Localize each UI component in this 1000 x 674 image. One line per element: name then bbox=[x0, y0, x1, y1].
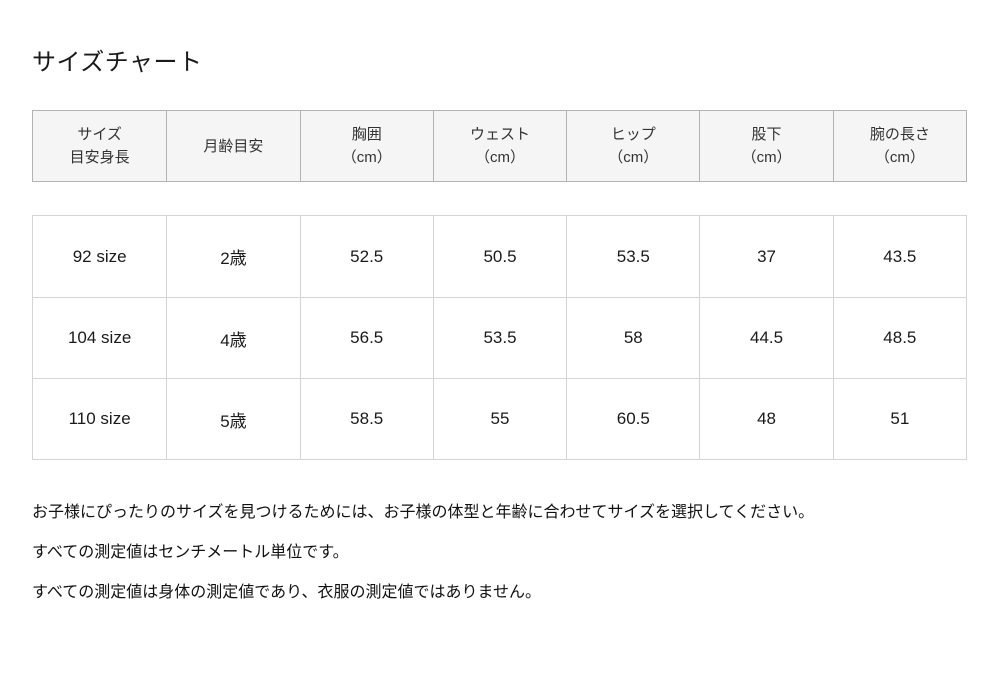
table-cell: 48 bbox=[699, 378, 833, 459]
header-line: （cm） bbox=[608, 149, 659, 166]
table-cell: 2歳 bbox=[166, 216, 299, 297]
size-table-header: サイズ 目安身長 月齢目安 胸囲 （cm） ウェスト （cm） ヒップ （cm）… bbox=[32, 110, 967, 182]
note-line: すべての測定値は身体の測定値であり、衣服の測定値ではありません。 bbox=[32, 584, 541, 601]
size-notes: お子様にぴったりのサイズを見つけるためには、お子様の体型と年齢に合わせてサイズを… bbox=[32, 500, 962, 620]
table-cell: 4歳 bbox=[166, 297, 300, 378]
header-line: （cm） bbox=[874, 149, 925, 166]
table-cell: 5歳 bbox=[166, 378, 300, 459]
table-cell: 52.5 bbox=[299, 216, 433, 297]
table-cell: 53.5 bbox=[566, 216, 699, 297]
header-cell-waist: ウェスト （cm） bbox=[432, 111, 566, 181]
header-line: ウェスト bbox=[469, 126, 530, 143]
table-cell: 37 bbox=[699, 216, 832, 297]
header-line: （cm） bbox=[341, 149, 392, 166]
header-cell-chest: 胸囲 （cm） bbox=[299, 111, 433, 181]
header-line: 目安身長 bbox=[69, 149, 130, 166]
note-line: お子様にぴったりのサイズを見つけるためには、お子様の体型と年齢に合わせてサイズを… bbox=[32, 504, 815, 521]
table-cell: 53.5 bbox=[432, 297, 567, 378]
header-cell-age: 月齢目安 bbox=[166, 111, 299, 181]
table-cell: 58 bbox=[566, 297, 700, 378]
table-cell: 48.5 bbox=[832, 297, 966, 378]
table-cell: 104 size bbox=[33, 297, 167, 378]
table-cell: 60.5 bbox=[566, 378, 700, 459]
header-cell-size-height: サイズ 目安身長 bbox=[33, 111, 166, 181]
table-cell: 43.5 bbox=[832, 216, 966, 297]
page-title: サイズチャート bbox=[32, 49, 203, 76]
header-line: （cm） bbox=[741, 149, 792, 166]
table-cell: 110 size bbox=[33, 378, 167, 459]
header-line: 胸囲 bbox=[351, 126, 382, 143]
table-cell: 92 size bbox=[72, 246, 127, 266]
table-cell: 58.5 bbox=[299, 378, 433, 459]
table-cell: 51 bbox=[832, 378, 966, 459]
table-cell: 50.5 bbox=[432, 216, 566, 297]
header-line: ヒップ bbox=[610, 126, 656, 143]
note-line: すべての測定値はセンチメートル単位です。 bbox=[32, 544, 349, 561]
header-line: サイズ bbox=[77, 126, 122, 143]
table-cell: 55 bbox=[432, 378, 567, 459]
table-cell: 44.5 bbox=[699, 297, 833, 378]
header-cell-arm-length: 腕の長さ （cm） bbox=[832, 111, 966, 181]
header-line: （cm） bbox=[474, 149, 525, 166]
size-table-body: 92 size 2歳 52.5 50.5 53.5 37 43.5 104 si… bbox=[32, 215, 967, 460]
header-cell-inseam: 股下 （cm） bbox=[699, 111, 832, 181]
header-line: 股下 bbox=[751, 126, 782, 143]
header-line: 月齢目安 bbox=[203, 137, 264, 155]
header-line: 腕の長さ bbox=[869, 126, 930, 143]
table-cell: 56.5 bbox=[299, 297, 433, 378]
header-cell-hip: ヒップ （cm） bbox=[566, 111, 699, 181]
